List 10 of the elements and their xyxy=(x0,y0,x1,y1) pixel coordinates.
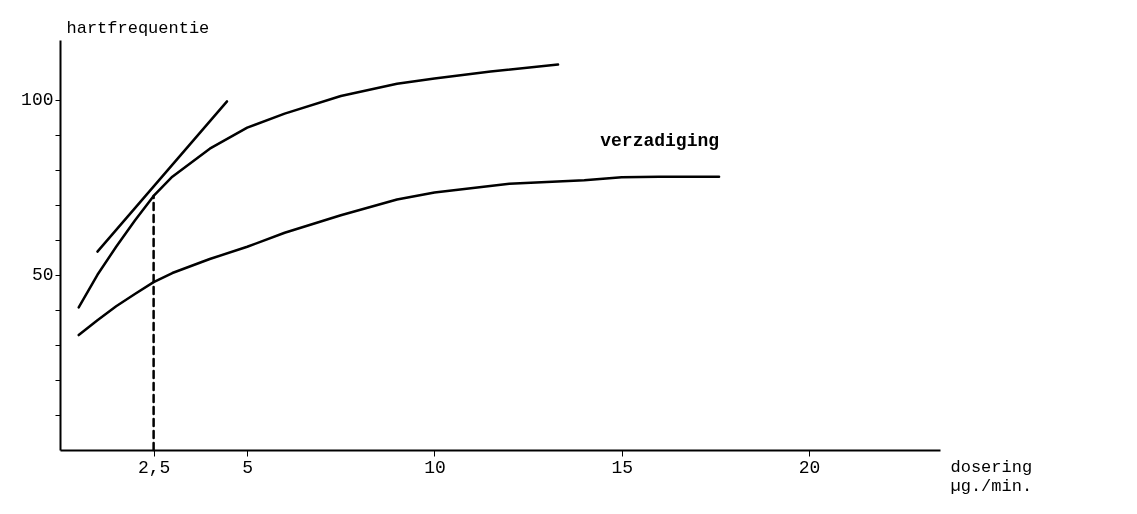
x-tick-label: 2,5 xyxy=(137,457,171,478)
x-tick-label: 10 xyxy=(424,457,446,478)
x-tick-label: 15 xyxy=(611,457,634,478)
x-tick-label: 5 xyxy=(242,457,254,478)
series-label: verzadiging xyxy=(600,130,720,151)
x-tick-label: 20 xyxy=(798,457,821,478)
x-axis-title: dosering µg./min. xyxy=(950,457,1033,496)
y-tick-label: 100 xyxy=(21,90,54,111)
y-axis-title: hartfrequentie xyxy=(66,18,210,38)
y-tick-label: 50 xyxy=(31,265,54,286)
